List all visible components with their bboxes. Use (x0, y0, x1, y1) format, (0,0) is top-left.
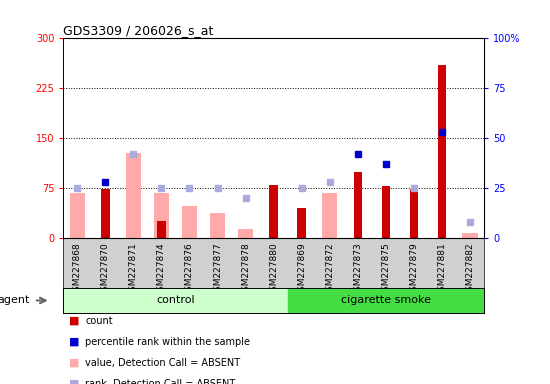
Text: GDS3309 / 206026_s_at: GDS3309 / 206026_s_at (63, 24, 213, 37)
Bar (322, 193, 338, 238)
Text: agent: agent (0, 295, 30, 306)
Bar (438, 65, 446, 238)
Bar (238, 229, 254, 238)
Bar (157, 222, 166, 238)
Text: GSM227880: GSM227880 (269, 242, 278, 297)
Text: value, Detection Call = ABSENT: value, Detection Call = ABSENT (85, 358, 240, 368)
Bar (210, 213, 226, 238)
Text: GSM227874: GSM227874 (157, 242, 166, 297)
Bar (63, 288, 288, 313)
Text: rank, Detection Call = ABSENT: rank, Detection Call = ABSENT (85, 379, 235, 384)
Text: GSM227873: GSM227873 (353, 242, 362, 297)
Bar (270, 185, 278, 238)
Text: GSM227877: GSM227877 (213, 242, 222, 297)
Text: ■: ■ (69, 316, 80, 326)
Text: GSM227876: GSM227876 (185, 242, 194, 297)
Text: GSM227879: GSM227879 (409, 242, 419, 297)
Text: GSM227870: GSM227870 (101, 242, 110, 297)
Text: ■: ■ (69, 379, 80, 384)
Bar (298, 208, 306, 238)
Bar (410, 189, 418, 238)
Text: ■: ■ (69, 337, 80, 347)
Text: control: control (156, 295, 195, 306)
Bar (288, 288, 484, 313)
Bar (125, 153, 141, 238)
Text: GSM227868: GSM227868 (73, 242, 82, 297)
Text: GSM227871: GSM227871 (129, 242, 138, 297)
Text: ■: ■ (69, 358, 80, 368)
Text: GSM227872: GSM227872 (325, 242, 334, 297)
Bar (354, 172, 362, 238)
Bar (462, 233, 478, 238)
Text: GSM227878: GSM227878 (241, 242, 250, 297)
Text: GSM227875: GSM227875 (381, 242, 390, 297)
Text: cigarette smoke: cigarette smoke (341, 295, 431, 306)
Bar (153, 193, 169, 238)
Bar (182, 206, 197, 238)
Text: GSM227869: GSM227869 (297, 242, 306, 297)
Text: GSM227882: GSM227882 (465, 242, 475, 297)
Bar (101, 189, 109, 238)
Text: count: count (85, 316, 113, 326)
Text: GSM227881: GSM227881 (437, 242, 447, 297)
Bar (69, 193, 85, 238)
Text: percentile rank within the sample: percentile rank within the sample (85, 337, 250, 347)
Bar (382, 186, 390, 238)
